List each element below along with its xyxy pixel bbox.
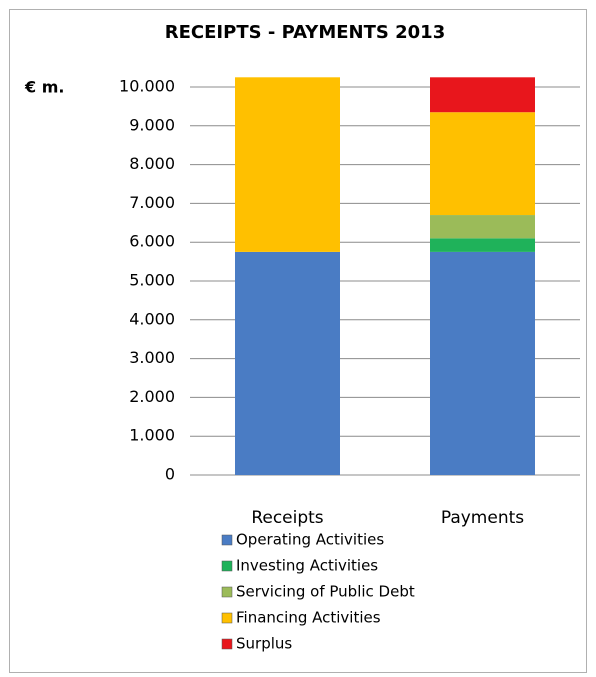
- bar-segment: [430, 238, 535, 252]
- legend-label: Servicing of Public Debt: [236, 583, 415, 601]
- bar-segment: [235, 77, 340, 252]
- bar-segment: [430, 215, 535, 239]
- bar-segment: [430, 251, 535, 475]
- bar-segment: [235, 251, 340, 475]
- y-tick-label: 9.000: [129, 115, 175, 134]
- y-tick-label: 7.000: [129, 193, 175, 212]
- y-tick-label: 5.000: [129, 271, 175, 290]
- legend-label: Surplus: [236, 635, 292, 653]
- bar-segment: [430, 77, 535, 113]
- legend-label: Investing Activities: [236, 557, 378, 575]
- y-tick-label: 10.000: [119, 77, 175, 96]
- bar-segment: [430, 112, 535, 216]
- y-tick-label: 3.000: [129, 348, 175, 367]
- x-tick-label: Receipts: [251, 508, 323, 528]
- y-tick-label: 0: [165, 465, 175, 484]
- y-tick-label: 4.000: [129, 309, 175, 328]
- legend-label: Financing Activities: [236, 609, 381, 627]
- legend-swatch: [221, 586, 233, 598]
- legend-label: Operating Activities: [236, 531, 384, 549]
- y-tick-label: 2.000: [129, 387, 175, 406]
- x-tick-label: Payments: [441, 508, 524, 528]
- legend-swatch: [221, 560, 233, 572]
- y-tick-label: 1.000: [129, 426, 175, 445]
- legend-swatch: [221, 534, 233, 546]
- legend-swatch: [221, 638, 233, 650]
- chart-title: RECEIPTS - PAYMENTS 2013: [165, 22, 445, 43]
- y-tick-label: 8.000: [129, 154, 175, 173]
- legend-swatch: [221, 612, 233, 624]
- y-tick-label: 6.000: [129, 232, 175, 251]
- y-axis-label: € m.: [24, 78, 64, 97]
